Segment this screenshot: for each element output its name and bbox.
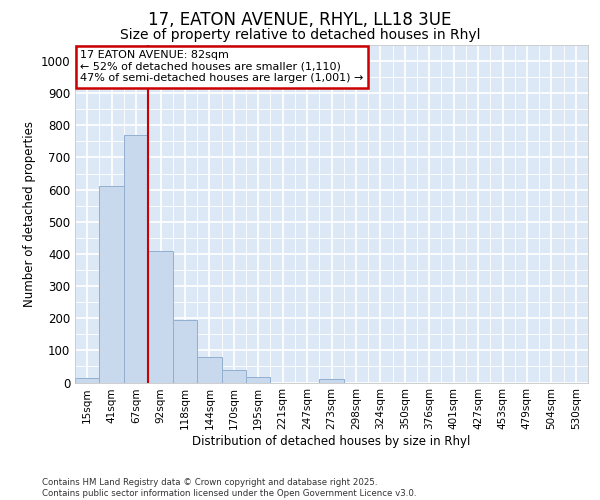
Bar — [246, 376, 271, 382]
Text: Contains HM Land Registry data © Crown copyright and database right 2025.
Contai: Contains HM Land Registry data © Crown c… — [42, 478, 416, 498]
Text: 17 EATON AVENUE: 82sqm
← 52% of detached houses are smaller (1,110)
47% of semi-: 17 EATON AVENUE: 82sqm ← 52% of detached… — [80, 50, 364, 84]
Text: Size of property relative to detached houses in Rhyl: Size of property relative to detached ho… — [120, 28, 480, 42]
Bar — [148, 250, 173, 382]
Bar — [124, 135, 148, 382]
Bar — [197, 358, 221, 382]
Bar — [319, 378, 344, 382]
Bar — [221, 370, 246, 382]
Bar — [100, 186, 124, 382]
Y-axis label: Number of detached properties: Number of detached properties — [23, 120, 37, 306]
Text: 17, EATON AVENUE, RHYL, LL18 3UE: 17, EATON AVENUE, RHYL, LL18 3UE — [148, 11, 452, 29]
Bar — [75, 378, 100, 382]
X-axis label: Distribution of detached houses by size in Rhyl: Distribution of detached houses by size … — [193, 435, 470, 448]
Bar — [173, 320, 197, 382]
